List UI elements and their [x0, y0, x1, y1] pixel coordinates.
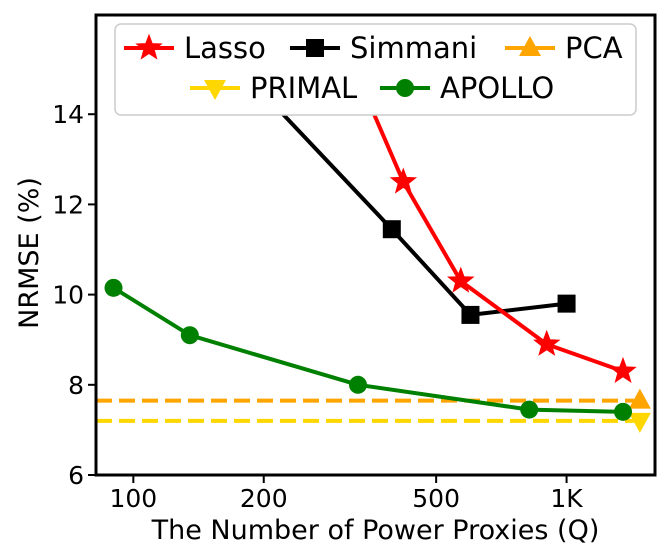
data-point-lasso: [609, 356, 637, 383]
legend-item-apollo: APOLLO: [380, 71, 554, 105]
legend-label-simmani: Simmani: [350, 31, 477, 65]
legend-marker-simmani: [306, 39, 324, 57]
legend-item-primal: PRIMAL: [190, 71, 357, 105]
legend-item-lasso: Lasso: [124, 31, 266, 65]
y-tick-label: 8: [68, 371, 84, 400]
legend-marker-primal: [204, 80, 226, 100]
tick-labels: 100 200 500 1K 6 8 10 12 14: [52, 100, 583, 513]
legend-item-pca: PCA: [505, 31, 623, 65]
y-axis-label: NRMSE (%): [14, 177, 45, 329]
legend-marker-apollo: [396, 79, 414, 97]
legend-marker-pca: [519, 36, 541, 56]
x-tick-label: 500: [412, 484, 460, 513]
data-point-simmani: [382, 220, 401, 239]
x-tick-label: 100: [109, 484, 157, 513]
legend-label-pca: PCA: [565, 31, 623, 65]
legend-label-primal: PRIMAL: [250, 71, 357, 105]
data-point-apollo: [180, 326, 199, 345]
y-tick-label: 6: [68, 461, 84, 490]
data-point-lasso: [533, 329, 561, 356]
legend: Lasso Simmani PCA PRIMAL APOLLO: [114, 23, 637, 116]
legend-label-lasso: Lasso: [184, 31, 266, 65]
data-point-apollo: [520, 400, 539, 419]
x-axis-label: The Number of Power Proxies (Q): [151, 515, 600, 546]
series-pca: [96, 388, 651, 409]
data-point-lasso: [389, 167, 418, 194]
data-point-pca: [628, 388, 651, 409]
data-point-apollo: [614, 402, 633, 421]
plot-frame: [94, 13, 657, 477]
x-tick-label: 200: [240, 484, 288, 513]
data-point-simmani: [461, 305, 480, 324]
y-tick-label: 14: [52, 100, 84, 129]
legend-label-apollo: APOLLO: [440, 71, 554, 105]
legend-marker-lasso: [135, 33, 163, 60]
plot-series: [96, 81, 651, 433]
data-point-simmani: [557, 294, 576, 313]
data-point-primal: [628, 412, 651, 433]
y-tick-label: 12: [52, 190, 84, 219]
data-point-lasso: [447, 266, 475, 293]
y-tick-label: 10: [52, 281, 84, 310]
series-line-simmani: [262, 92, 567, 318]
data-point-apollo: [348, 375, 367, 394]
series-apollo: [104, 278, 633, 421]
series-primal: [96, 412, 651, 433]
x-tick-label: 1K: [550, 484, 583, 513]
data-point-apollo: [104, 278, 123, 297]
legend-item-simmani: Simmani: [290, 31, 477, 65]
